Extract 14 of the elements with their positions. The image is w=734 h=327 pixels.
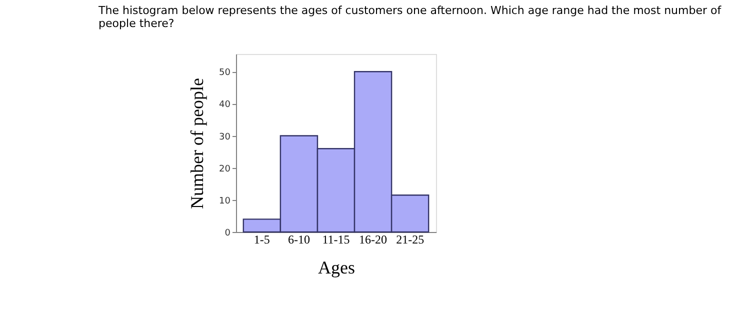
- x-axis-title: Ages: [318, 258, 355, 278]
- y-tick-label: 20: [219, 164, 231, 174]
- x-tick-label: 16-20: [359, 232, 388, 246]
- y-tick-label: 40: [219, 100, 231, 110]
- chart-title: The histogram below represents the ages of customers one afternoon. Which age range had the most number of people there?: [98, 4, 722, 30]
- y-tick-label: 0: [224, 228, 231, 238]
- y-tick-label: 30: [219, 132, 231, 142]
- y-tick-label: 10: [219, 196, 231, 206]
- x-tick-label: 6-10: [288, 232, 310, 246]
- x-tick-label: 11-15: [322, 232, 350, 246]
- y-tick-label: 50: [219, 68, 231, 78]
- y-axis-title: Number of people: [187, 78, 208, 209]
- x-tick-label: 21-25: [396, 232, 424, 246]
- x-tick-label: 1-5: [254, 232, 270, 246]
